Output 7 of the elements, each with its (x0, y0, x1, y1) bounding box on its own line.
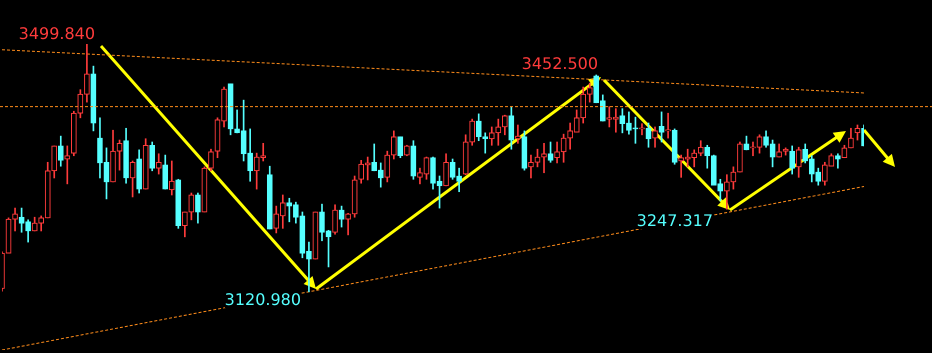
text: 3499.840 (18, 24, 95, 43)
annotation: 3452.500 (522, 54, 598, 73)
annotation: 3120.980 (224, 290, 301, 309)
candlestick (541, 142, 547, 174)
annotation: 3247.317 (636, 211, 713, 230)
candlestick (639, 123, 645, 136)
candlestick (658, 112, 664, 142)
